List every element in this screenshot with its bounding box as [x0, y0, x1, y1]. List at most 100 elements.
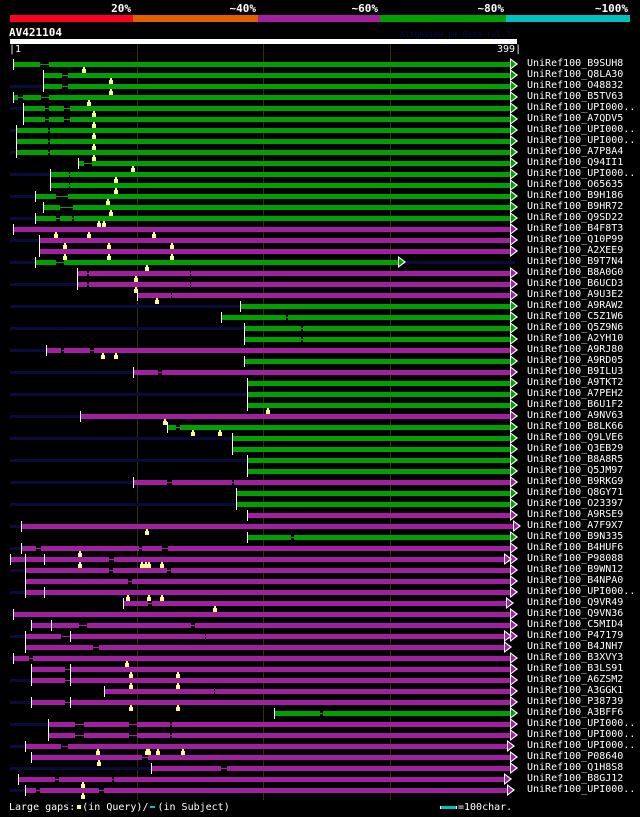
hit-label-link[interactable]: UniRef100_Q9SD22 [527, 212, 624, 223]
subject-overhang [10, 151, 17, 154]
hit-label-link[interactable]: UniRef100_A7P8A4 [527, 146, 624, 157]
subject-gap [45, 119, 49, 120]
hit-label-link[interactable]: UniRef100_A2YH10 [527, 333, 624, 344]
hit-label-link[interactable]: UniRef100_Q1H8S8 [527, 762, 624, 773]
hit-label-link[interactable]: UniRef100_Q10P99 [527, 234, 624, 245]
alignment-start-tick [16, 125, 18, 136]
hit-label-link[interactable]: UniRef100_B8A0G0 [527, 267, 624, 278]
alignment-segment [236, 502, 510, 507]
hit-label-link[interactable]: UniRef100_B9H186 [527, 190, 624, 201]
hit-label-link[interactable]: UniRef100_A9NV63 [527, 410, 624, 421]
query-bar [10, 39, 517, 44]
alignment-segment [214, 689, 510, 694]
alignment-end-arrow-icon [398, 256, 407, 268]
credit-text: AlignView.pm Beta rel.7 [400, 30, 511, 39]
hit-label-link[interactable]: UniRef100_P47179 [527, 630, 624, 641]
alignment-segment [77, 161, 85, 166]
hit-label-link[interactable]: UniRef100_B4JNH7 [527, 641, 624, 652]
subject-overhang [10, 437, 233, 440]
hit-label-link[interactable]: UniRef100_A9TKT2 [527, 377, 624, 388]
hit-label-link[interactable]: UniRef100_Q8LA30 [527, 69, 624, 80]
scale-legend: =100char. [440, 802, 512, 813]
alignment-end-arrow-icon [510, 234, 518, 246]
hit-label-link[interactable]: UniRef100_UPI000.. [527, 135, 636, 146]
hit-label-link[interactable]: UniRef100_O65635 [527, 179, 624, 190]
hit-label-link[interactable]: UniRef100_UPI000.. [527, 586, 636, 597]
hit-label-link[interactable]: UniRef100_O23397 [527, 498, 624, 509]
hit-label-link[interactable]: UniRef100_Q5Z9N6 [527, 322, 624, 333]
hit-label-link[interactable]: UniRef100_B8LK66 [527, 421, 624, 432]
hit-label-link[interactable]: UniRef100_Q8GY71 [527, 487, 624, 498]
hit-label-link[interactable]: UniRef100_Q9VN36 [527, 608, 624, 619]
alignment-segment [25, 645, 93, 650]
hit-label-link[interactable]: UniRef100_B9SUH8 [527, 58, 624, 69]
hit-label-link[interactable]: UniRef100_B9WN12 [527, 564, 624, 575]
hit-label-link[interactable]: UniRef100_UPI000.. [527, 784, 636, 795]
hit-label-link[interactable]: UniRef100_B8A8R5 [527, 454, 624, 465]
alignment-segment [136, 722, 170, 727]
hit-label-link[interactable]: UniRef100_UPI000.. [527, 124, 636, 135]
alignment-segment [76, 282, 87, 287]
hit-label-link[interactable]: UniRef100_A9RSE9 [527, 509, 624, 520]
alignment-end-arrow-icon [510, 575, 518, 587]
query-gap-marker-icon [152, 232, 157, 238]
hit-label-link[interactable]: UniRef100_A7F9X7 [527, 520, 624, 531]
hit-label-link[interactable]: UniRef100_P08640 [527, 751, 624, 762]
hit-label-link[interactable]: UniRef100_UPI000.. [527, 168, 636, 179]
hit-label-link[interactable]: UniRef100_A3GGK1 [527, 685, 624, 696]
hit-label-link[interactable]: UniRef100_Q9VR49 [527, 597, 624, 608]
alignment-end-arrow-icon [510, 487, 518, 499]
hit-label-link[interactable]: UniRef100_B6UCD3 [527, 278, 624, 289]
hit-label-link[interactable]: UniRef100_A7QDV5 [527, 113, 624, 124]
hit-label-link[interactable]: UniRef100_UPI000.. [527, 740, 636, 751]
hit-label-link[interactable]: UniRef100_B8GJ12 [527, 773, 624, 784]
alignment-end-arrow-icon [503, 641, 512, 653]
query-gap-marker-icon [63, 243, 68, 249]
query-gap-marker-icon [160, 595, 164, 601]
hit-label-link[interactable]: UniRef100_A9U3E2 [527, 289, 624, 300]
hit-label-link[interactable]: UniRef100_UPI000.. [527, 729, 636, 740]
alignment-segment [89, 271, 190, 276]
hit-label-link[interactable]: UniRef100_A3BFF6 [527, 707, 624, 718]
hit-label-link[interactable]: UniRef100_P38739 [527, 696, 624, 707]
hit-label-link[interactable]: UniRef100_C5MID4 [527, 619, 624, 630]
subject-gap [36, 548, 42, 549]
subject-gap [213, 691, 215, 692]
alignment-segment [172, 733, 510, 738]
alignment-segment [16, 139, 48, 144]
hit-label-link[interactable]: UniRef100_B5TV63 [527, 91, 624, 102]
hit-label-link[interactable]: UniRef100_B9ILU3 [527, 366, 624, 377]
hit-label-link[interactable]: UniRef100_B3LS91 [527, 663, 624, 674]
hit-label-link[interactable]: UniRef100_A9RJ80 [527, 344, 624, 355]
hsp-boundary-tick [70, 664, 72, 675]
hit-label-link[interactable]: UniRef100_B9T7N4 [527, 256, 624, 267]
hit-label-link[interactable]: UniRef100_Q94II1 [527, 157, 624, 168]
hit-label-link[interactable]: UniRef100_B4F8T3 [527, 223, 624, 234]
alignment-start-tick [167, 422, 169, 433]
hit-label-link[interactable]: UniRef100_A2XEE9 [527, 245, 624, 256]
hit-label-link[interactable]: UniRef100_B9HR72 [527, 201, 624, 212]
alignment-end-arrow-icon [510, 509, 518, 521]
hit-label-link[interactable]: UniRef100_B9N335 [527, 531, 624, 542]
hit-label-link[interactable]: UniRef100_P98088 [527, 553, 624, 564]
alignment-end-arrow-icon [510, 223, 518, 235]
hit-label-link[interactable]: UniRef100_C5Z1W6 [527, 311, 624, 322]
hit-label-link[interactable]: UniRef100_B9RKG9 [527, 476, 624, 487]
hit-label-link[interactable]: UniRef100_O48832 [527, 80, 624, 91]
hit-label-link[interactable]: UniRef100_A7PEH2 [527, 388, 624, 399]
hit-label-link[interactable]: UniRef100_A9RD05 [527, 355, 624, 366]
hit-label-link[interactable]: UniRef100_Q5JM97 [527, 465, 624, 476]
query-gap-marker-icon [107, 243, 112, 249]
hit-label-link[interactable]: UniRef100_B3XVY3 [527, 652, 624, 663]
hit-label-link[interactable]: UniRef100_Q9LVE6 [527, 432, 624, 443]
hit-label-link[interactable]: UniRef100_B4HUF6 [527, 542, 624, 553]
alignment-segment [247, 535, 292, 540]
hit-label-link[interactable]: UniRef100_UPI000.. [527, 102, 636, 113]
hit-label-link[interactable]: UniRef100_UPI000.. [527, 718, 636, 729]
hit-label-link[interactable]: UniRef100_B4NPA0 [527, 575, 624, 586]
hit-label-link[interactable]: UniRef100_A9RAW2 [527, 300, 624, 311]
hit-label-link[interactable]: UniRef100_Q3EB29 [527, 443, 624, 454]
hit-label-link[interactable]: UniRef100_A6ZSM2 [527, 674, 624, 685]
alignment-end-arrow-icon [510, 553, 518, 565]
hit-label-link[interactable]: UniRef100_B6U1F2 [527, 399, 624, 410]
